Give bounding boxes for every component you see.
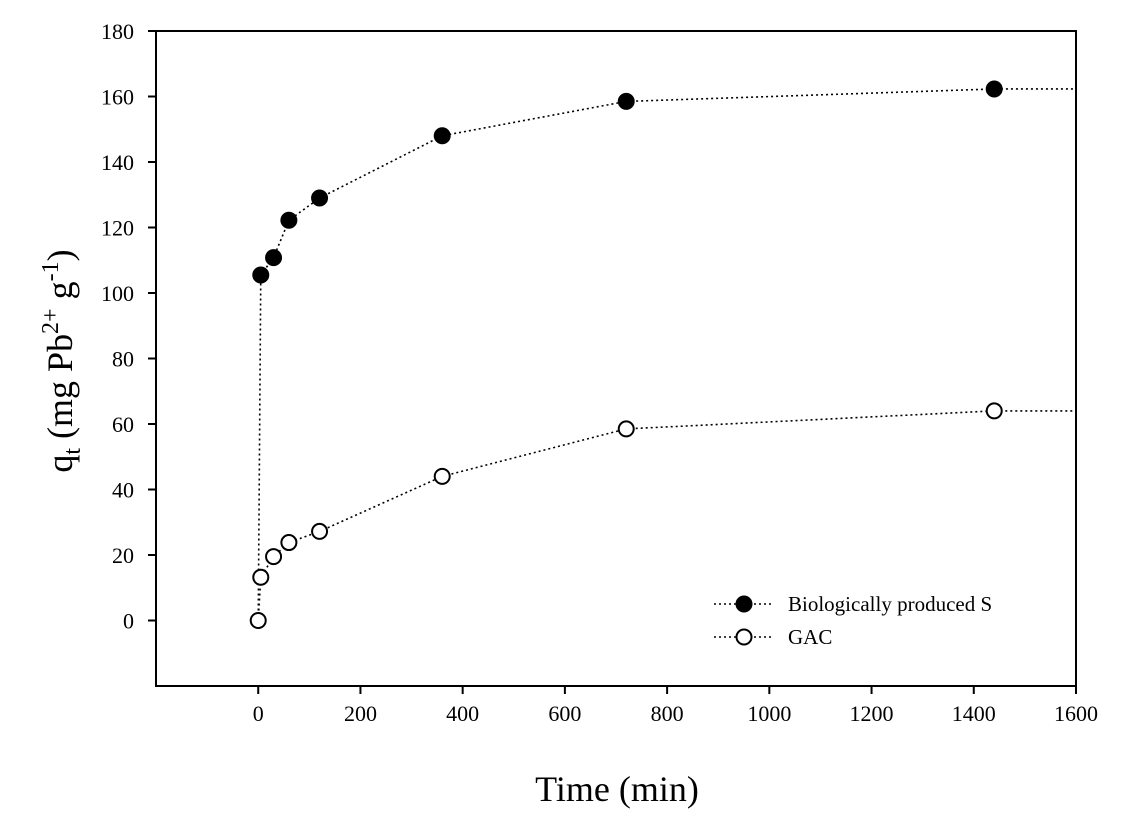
y-axis-title-units-close: ): [40, 249, 80, 261]
plot-area: [155, 30, 1077, 687]
legend-label: Biologically produced S: [788, 592, 992, 616]
x-tick-label: 1400: [952, 701, 996, 726]
legend: Biologically produced S GAC: [714, 592, 992, 649]
y-tick-label: 60: [112, 412, 134, 437]
data-point-gac: [265, 548, 283, 566]
legend-marker: [735, 628, 753, 646]
y-axis-title-g-superscript: -1: [38, 261, 64, 281]
data-point-biologically-produced-s: [280, 211, 298, 229]
y-axis-title-q-subscript: t: [60, 448, 86, 455]
y-axis-title-q: q: [40, 455, 80, 473]
x-tick-label: 800: [651, 701, 684, 726]
data-point-gac: [985, 402, 1003, 420]
legend-label: GAC: [788, 625, 832, 649]
data-point-gac: [433, 467, 451, 485]
x-axis: 0 200 400 600 800 1000 1200 1400 1600: [253, 686, 1098, 726]
y-tick-label: 180: [101, 19, 134, 44]
data-point-biologically-produced-s: [265, 249, 283, 267]
y-tick-label: 160: [101, 85, 134, 110]
x-tick-label: 400: [446, 701, 479, 726]
y-axis-title-units-open: (mg Pb: [40, 334, 80, 448]
x-tick-label: 1200: [850, 701, 894, 726]
data-point-gac: [280, 534, 298, 552]
series-line-gac: [257, 410, 1076, 621]
x-tick-label: 1600: [1054, 701, 1098, 726]
data-point-gac: [249, 612, 267, 629]
data-point-gac: [311, 522, 329, 540]
y-tick-label: 20: [112, 543, 134, 568]
series-layer: [249, 80, 1076, 629]
series-line-biologically-produced-s: [257, 88, 1076, 621]
data-point-biologically-produced-s: [252, 266, 270, 284]
x-axis-title: Time (min): [535, 769, 699, 809]
data-point-gac: [617, 420, 635, 438]
y-tick-label: 120: [101, 216, 134, 241]
data-point-biologically-produced-s: [311, 189, 329, 207]
y-tick-label: 100: [101, 281, 134, 306]
x-tick-label: 600: [548, 701, 581, 726]
y-tick-label: 80: [112, 347, 134, 372]
data-point-biologically-produced-s: [433, 127, 451, 145]
x-tick-label: 1000: [747, 701, 791, 726]
y-axis-title: qt (mg Pb2+ g-1): [38, 249, 86, 472]
y-tick-label: 40: [112, 478, 134, 503]
data-point-biologically-produced-s: [617, 92, 635, 110]
y-axis-title-pb-superscript: 2+: [38, 308, 64, 334]
data-point-biologically-produced-s: [985, 80, 1003, 98]
y-tick-label: 0: [123, 609, 134, 634]
data-point-gac: [252, 568, 270, 586]
legend-marker: [735, 595, 753, 613]
x-tick-label: 0: [253, 701, 264, 726]
y-axis-title-g: g: [40, 281, 80, 308]
x-tick-label: 200: [344, 701, 377, 726]
plot-frame: [155, 30, 1077, 687]
y-tick-label: 140: [101, 150, 134, 175]
y-axis: 0 20 40 60 80 100 120 140 160 180: [101, 19, 156, 634]
